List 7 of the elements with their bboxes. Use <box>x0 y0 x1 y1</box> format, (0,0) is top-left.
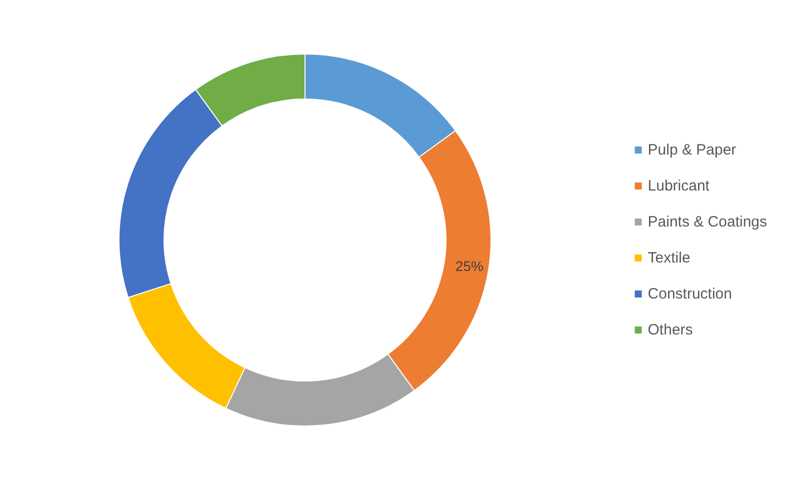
legend-label: Pulp & Paper <box>648 142 736 158</box>
legend-label: Construction <box>648 286 732 302</box>
data-label: 25% <box>455 258 484 274</box>
legend-label: Others <box>648 322 693 338</box>
legend-label: Paints & Coatings <box>648 214 768 230</box>
legend-label: Lubricant <box>648 178 710 194</box>
legend-label: Textile <box>648 250 690 266</box>
